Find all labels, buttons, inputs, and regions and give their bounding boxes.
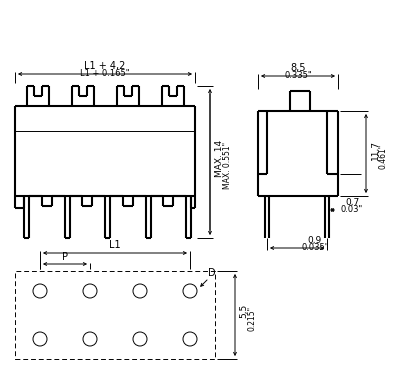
Bar	[15, 271, 215, 359]
Text: 0.335": 0.335"	[284, 70, 312, 79]
Text: MAX. 14: MAX. 14	[214, 139, 224, 177]
Text: 0,9: 0,9	[308, 236, 322, 246]
Text: 0.03": 0.03"	[341, 204, 363, 213]
Text: L1 + 0.165": L1 + 0.165"	[80, 69, 130, 78]
Text: P: P	[62, 252, 68, 262]
Text: L1 + 4,2: L1 + 4,2	[84, 61, 126, 71]
Text: 0.215": 0.215"	[248, 305, 256, 331]
Text: 8,5: 8,5	[290, 63, 306, 73]
Text: MAX. 0.551": MAX. 0.551"	[222, 141, 232, 188]
Text: 11,7: 11,7	[370, 139, 380, 160]
Text: 0.035": 0.035"	[301, 243, 329, 253]
Text: 0.461": 0.461"	[378, 144, 388, 169]
Text: L1: L1	[109, 240, 121, 250]
Text: 0,7: 0,7	[345, 197, 359, 207]
Text: 5,5: 5,5	[240, 304, 248, 318]
Text: D: D	[208, 268, 216, 278]
